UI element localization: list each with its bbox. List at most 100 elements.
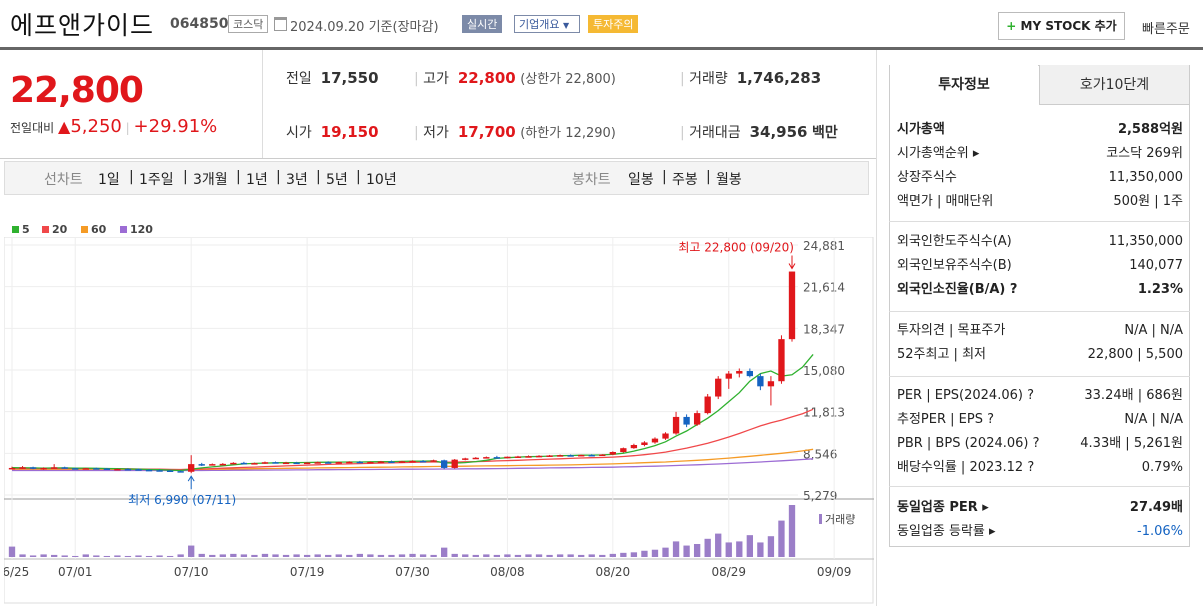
volume-bar <box>261 553 269 557</box>
info-value: 140,077 <box>1129 258 1183 273</box>
period-10y[interactable]: 10년 <box>366 172 397 188</box>
x-tick-label: 07/30 <box>395 565 430 579</box>
candle-body <box>29 467 37 469</box>
info-value: 0.79% <box>1141 460 1183 475</box>
candle-body <box>177 471 184 473</box>
candle-body <box>188 464 195 472</box>
candle-body <box>599 454 606 457</box>
candle-body <box>93 468 100 470</box>
volume-bar <box>736 541 743 557</box>
candle-body <box>651 438 659 443</box>
volume-bar <box>82 554 89 557</box>
info-label: 외국인한도주식수(A) <box>897 234 1012 249</box>
x-tick-label: 07/19 <box>290 565 325 579</box>
candle-body <box>325 462 332 464</box>
info-row: 배당수익률 | 2023.12 ? 0.79% <box>897 457 1183 479</box>
volume-bar <box>778 520 785 557</box>
volume-bar <box>620 552 627 557</box>
candle-body <box>8 467 16 470</box>
company-overview-button[interactable]: 기업개요 ▼ <box>514 15 580 33</box>
period-1w[interactable]: 1주일 <box>139 172 174 188</box>
volume-bar <box>177 554 184 557</box>
high-price: | 고가 22,800 (상한가 22,800) <box>414 69 616 87</box>
add-mystock-button[interactable]: + MY STOCK 추가 <box>998 12 1125 40</box>
x-tick-label: 09/09 <box>817 565 852 579</box>
candle-body <box>693 413 701 425</box>
candle-body <box>40 467 47 470</box>
info-label: 52주최고 | 최저 <box>897 347 986 362</box>
volume-bar <box>767 536 775 557</box>
candle-body <box>409 460 416 463</box>
candle-body <box>19 467 26 469</box>
candle-body <box>398 461 406 463</box>
ma-legend-5: 5 <box>12 223 30 236</box>
candle-body <box>546 455 553 457</box>
candle-monthly[interactable]: 월봉 <box>716 172 742 188</box>
volume-bar <box>124 555 132 557</box>
info-label: 투자의견 | 목표주가 <box>897 323 1006 338</box>
volume-bar <box>8 546 16 557</box>
tab-order-book[interactable]: 호가10단계 <box>1039 65 1189 105</box>
sep: | <box>706 169 711 185</box>
info-row: 투자의견 | 목표주가 N/A | N/A <box>897 320 1183 342</box>
candle-body <box>346 461 353 464</box>
info-label: 시가총액순위 ▸ <box>897 146 980 161</box>
info-label: 동일업종 등락률 ▸ <box>897 524 996 539</box>
candle-body <box>430 460 437 462</box>
x-tick-label: 08/20 <box>596 565 631 579</box>
volume-bar <box>72 555 79 557</box>
y-tick-label: 8,546 <box>803 447 837 461</box>
sep: | <box>183 169 188 185</box>
info-label: 외국인소진율(B/A) ? <box>897 282 1018 297</box>
volume-bar <box>556 554 564 557</box>
volume-bar <box>693 544 701 557</box>
volume-bar <box>514 554 522 557</box>
candle-body <box>419 460 427 463</box>
candle-body <box>630 444 638 449</box>
sep: | <box>662 169 667 185</box>
sep: | <box>356 169 361 185</box>
candle-body <box>209 464 216 466</box>
y-tick-label: 21,614 <box>803 281 845 295</box>
y-tick-label: 24,881 <box>803 239 845 253</box>
candle-body <box>72 468 79 470</box>
sep: | <box>316 169 321 185</box>
volume-label: 거래량 <box>825 513 855 526</box>
open-price: 시가 19,150 <box>286 123 379 141</box>
candle-body <box>662 433 669 439</box>
candle-body <box>588 454 595 457</box>
volume-bar <box>483 554 490 557</box>
period-5y[interactable]: 5년 <box>326 172 348 188</box>
up-arrow-icon: ▲ <box>58 117 71 136</box>
dropdown-icon: ▼ <box>562 21 570 30</box>
period-3y[interactable]: 3년 <box>286 172 308 188</box>
info-row: PBR | BPS (2024.06) ? 4.33배 | 5,261원 <box>897 433 1183 455</box>
candle-chart-label: 봉차트 <box>572 172 611 188</box>
candle-body <box>335 462 342 464</box>
volume-bar <box>630 552 638 557</box>
quick-order-link[interactable]: 빠른주문 <box>1142 22 1190 37</box>
period-1d[interactable]: 1일 <box>98 172 120 188</box>
realtime-button[interactable]: 실시간 <box>462 15 503 33</box>
period-1y[interactable]: 1년 <box>246 172 268 188</box>
info-row: 액면가 | 매매단위 500원 | 1주 <box>897 191 1183 213</box>
volume-bar <box>725 542 732 557</box>
y-tick-label: 5,279 <box>803 489 837 503</box>
info-row: 동일업종 PER ▸ 27.49배 <box>897 497 1183 519</box>
volume-bar <box>51 554 58 557</box>
volume-bar <box>419 554 427 557</box>
tab-investment-info[interactable]: 투자정보 <box>890 65 1038 105</box>
quote-date: 2024.09.20 기준(장마감) <box>290 20 439 35</box>
volume-bar <box>367 554 374 557</box>
volume-bar <box>504 554 511 557</box>
volume-bar <box>230 553 237 557</box>
high-arrow-icon <box>788 263 796 270</box>
period-3m[interactable]: 3개월 <box>193 172 228 188</box>
volume-bar <box>535 554 543 557</box>
candle-body <box>451 459 458 468</box>
candle-daily[interactable]: 일봉 <box>628 172 654 188</box>
candle-body <box>114 468 121 471</box>
candle-weekly[interactable]: 주봉 <box>672 172 698 188</box>
candle-body <box>683 416 690 425</box>
price-chart[interactable]: 24,881 21,614 18,347 15,080 11,813 8,546 5,279… <box>4 237 874 604</box>
